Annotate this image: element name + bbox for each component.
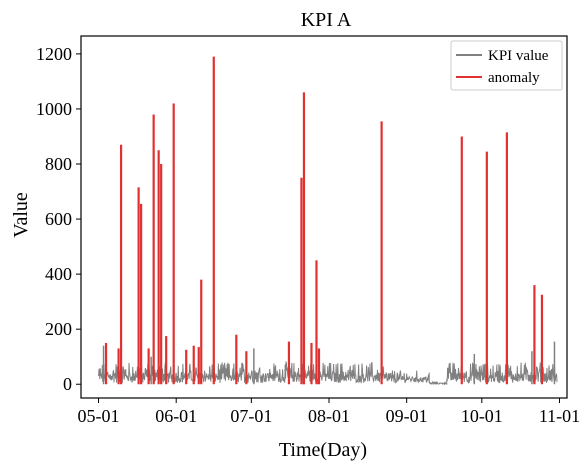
x-tick-label: 11-01 — [539, 406, 580, 426]
y-tick-label: 1000 — [36, 99, 72, 119]
legend-label-kpi-value: KPI value — [488, 48, 549, 64]
legend-label-anomaly: anomaly — [488, 70, 540, 86]
y-axis-label: Value — [10, 192, 32, 238]
data-layer — [98, 56, 558, 386]
chart-title: KPI A — [301, 9, 352, 31]
y-tick-label: 200 — [45, 319, 72, 339]
x-tick-label: 09-01 — [386, 406, 428, 426]
y-tick-label: 1200 — [36, 44, 72, 64]
y-tick-label: 400 — [45, 264, 72, 284]
x-axis-label: Time(Day) — [279, 439, 367, 461]
x-tick-label: 07-01 — [230, 406, 272, 426]
legend: KPI value anomaly — [450, 40, 563, 91]
y-tick-label: 0 — [63, 374, 72, 394]
x-tick-group: 05-01 06-01 07-01 08-01 09-01 10-01 11-01 — [78, 398, 580, 426]
y-tick-label: 800 — [45, 154, 72, 174]
x-tick-label: 10-01 — [461, 406, 503, 426]
y-tick-group: 0 200 400 600 800 1000 1200 — [36, 44, 81, 394]
x-tick-label: 08-01 — [308, 406, 350, 426]
x-tick-label: 05-01 — [78, 406, 120, 426]
kpi-value-line — [98, 360, 558, 386]
plot-frame — [80, 35, 568, 399]
y-tick-label: 600 — [45, 209, 72, 229]
x-tick-label: 06-01 — [155, 406, 197, 426]
